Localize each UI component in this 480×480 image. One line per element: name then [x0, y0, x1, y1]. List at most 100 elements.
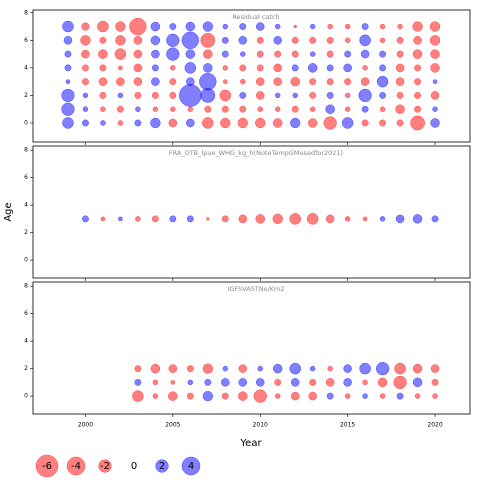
legend-label: -4 — [71, 461, 81, 472]
bubble — [200, 88, 216, 103]
bubble — [62, 117, 74, 129]
bubble — [221, 50, 229, 58]
bubble — [63, 36, 73, 45]
bubble — [168, 364, 178, 373]
bubble — [222, 65, 228, 71]
bubble — [255, 22, 265, 31]
bubble — [169, 215, 177, 223]
bubble — [179, 84, 202, 107]
bubble — [151, 215, 159, 223]
bubble — [152, 393, 159, 399]
bubble — [118, 65, 123, 71]
bubble — [395, 104, 405, 114]
bubble — [150, 21, 161, 32]
bubble — [118, 216, 123, 222]
bubble — [414, 78, 421, 86]
bubble — [100, 106, 106, 112]
bubble — [293, 24, 297, 29]
bubble — [326, 36, 334, 44]
bubble — [308, 391, 317, 401]
bubble — [395, 77, 405, 86]
legend-label: -2 — [100, 461, 110, 472]
bubble — [255, 91, 265, 100]
bubble — [414, 91, 421, 99]
bubble — [256, 64, 264, 72]
bubble — [82, 92, 89, 99]
bubble — [379, 216, 386, 222]
bubble — [133, 77, 143, 86]
bubble — [362, 65, 368, 71]
bubble — [206, 217, 210, 221]
bubble — [341, 117, 354, 129]
x-axis-title: Year — [239, 438, 262, 449]
bubble — [432, 106, 438, 112]
bubble — [98, 49, 108, 59]
bubble — [273, 36, 282, 45]
bubble — [239, 64, 247, 72]
bubble — [431, 378, 439, 386]
bubble — [202, 363, 213, 374]
bubble — [61, 102, 75, 116]
bubble — [166, 47, 180, 61]
bubble — [257, 106, 263, 112]
bubble — [309, 36, 317, 44]
bubble — [255, 214, 265, 224]
bubble — [200, 32, 216, 48]
bubble — [309, 378, 317, 386]
bubble — [99, 64, 107, 72]
bubble — [326, 78, 334, 86]
y-tick-label: 0 — [24, 257, 28, 264]
bubble — [134, 119, 142, 127]
bubble — [223, 79, 228, 84]
bubble — [202, 21, 213, 32]
bubble — [81, 22, 90, 31]
bubble — [309, 51, 316, 57]
bubble — [289, 362, 301, 375]
bubble — [394, 362, 406, 375]
panel-title: FRA_OTB_lpue_WHG_kg_h(NoteTempGMusedfor2… — [169, 149, 343, 157]
bubble — [361, 105, 369, 113]
bubble — [64, 64, 72, 72]
bubble — [256, 36, 264, 44]
bubble — [238, 36, 248, 45]
bubble — [289, 213, 301, 225]
bubble — [99, 36, 107, 44]
bubble — [414, 393, 421, 399]
bubble — [239, 23, 247, 30]
bubble — [222, 365, 228, 372]
bubble — [115, 35, 126, 46]
bubble — [309, 91, 317, 99]
bubble — [202, 390, 213, 402]
bubble — [116, 77, 125, 86]
bubble — [273, 63, 282, 73]
bubble — [414, 105, 421, 113]
bubble — [375, 362, 390, 376]
legend-label: 2 — [159, 461, 165, 472]
bubble — [326, 392, 334, 400]
bubble — [344, 216, 351, 222]
bubble — [187, 106, 194, 112]
bubble — [430, 364, 440, 373]
bubble — [238, 214, 248, 224]
y-tick-label: 2 — [24, 365, 28, 372]
bubble — [275, 106, 281, 112]
bubble — [290, 378, 300, 387]
bubble — [395, 214, 405, 224]
bubble — [100, 216, 106, 222]
bubble — [166, 33, 180, 47]
bubble — [393, 375, 407, 389]
bubble — [343, 63, 352, 73]
bubble — [325, 214, 335, 224]
bubble — [396, 91, 404, 99]
bubble — [291, 50, 299, 58]
bubble — [359, 362, 371, 375]
bubble — [151, 64, 159, 72]
bubble — [100, 120, 106, 126]
y-tick-label: 8 — [24, 283, 28, 290]
bubble — [170, 106, 176, 112]
bubble — [359, 34, 371, 47]
bubble — [82, 215, 89, 223]
bubble — [185, 21, 196, 32]
bubble — [97, 20, 109, 33]
bubble — [274, 50, 282, 58]
